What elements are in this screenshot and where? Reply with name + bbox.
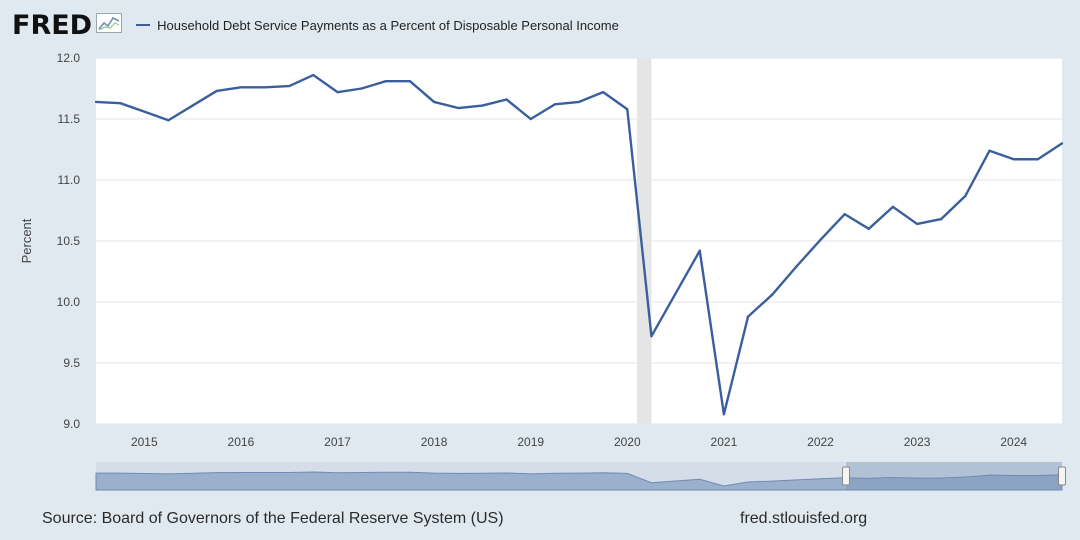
data-point <box>143 110 146 113</box>
data-point <box>1036 158 1040 161</box>
data-point <box>553 103 557 106</box>
source-text: Source: Board of Governors of the Federa… <box>42 510 504 527</box>
x-tick-label: 2016 <box>228 435 255 449</box>
x-axis-ticks: 2015 2016 2017 2018 2019 2020 2021 2022 2023 2024 <box>131 435 1027 449</box>
data-point <box>167 119 170 122</box>
data-point <box>867 227 870 230</box>
x-tick-label: 2021 <box>711 435 738 449</box>
range-navigator[interactable] <box>95 462 1066 491</box>
data-point <box>771 293 774 296</box>
data-point <box>360 87 363 90</box>
data-point <box>384 79 387 83</box>
y-tick-label: 10.0 <box>57 295 81 309</box>
navigator-selection <box>846 462 1062 490</box>
x-tick-label: 2024 <box>1000 435 1027 449</box>
x-tick-label: 2015 <box>131 435 158 449</box>
series-group <box>94 73 1064 416</box>
data-point <box>288 84 291 88</box>
chart-header: FRED Household Debt Service Payments as … <box>12 8 619 42</box>
data-point <box>601 90 605 94</box>
y-axis-label: Percent <box>19 218 34 263</box>
grid-lines <box>96 57 1062 425</box>
x-tick-label: 2019 <box>517 435 544 449</box>
line-chart: 9.09.510.010.511.011.512.0 2015 2016 2017 2… <box>19 51 1066 491</box>
y-tick-label: 11.5 <box>58 112 81 126</box>
navigator-handle[interactable] <box>842 466 850 486</box>
data-point <box>988 149 991 152</box>
data-point <box>239 86 243 89</box>
data-point <box>215 89 218 93</box>
legend-label: Household Debt Service Payments as a Per… <box>157 17 619 33</box>
data-point <box>577 100 581 104</box>
y-tick-label: 9.5 <box>63 356 80 370</box>
data-point <box>191 104 194 107</box>
line-chart-icon <box>96 12 123 38</box>
x-tick-label: 2018 <box>421 435 448 449</box>
y-tick-label: 12.0 <box>57 51 81 65</box>
data-point <box>843 212 846 216</box>
data-point <box>118 101 122 105</box>
x-tick-label: 2023 <box>904 435 931 449</box>
y-axis-ticks: 9.0 9.5 10.0 10.5 11.0 11.5 12.0 <box>57 51 81 431</box>
x-tick-label: 2022 <box>807 435 834 449</box>
data-point <box>1060 142 1064 145</box>
y-tick-label: 11.0 <box>58 173 81 187</box>
data-point <box>915 222 919 226</box>
data-point <box>722 413 726 416</box>
data-point <box>891 205 895 209</box>
x-tick-label: 2017 <box>324 435 351 449</box>
y-tick-label: 10.5 <box>57 234 81 248</box>
data-point <box>263 86 267 89</box>
data-point <box>746 315 750 318</box>
data-point <box>312 73 315 77</box>
x-tick-label: 2020 <box>614 435 641 449</box>
data-point <box>505 98 508 101</box>
chart-legend[interactable]: Household Debt Service Payments as a Per… <box>136 18 619 33</box>
data-point <box>698 249 701 252</box>
data-point <box>336 90 339 94</box>
y-tick-label: 9.0 <box>63 417 80 431</box>
data-point <box>674 292 677 295</box>
data-point <box>481 104 484 107</box>
data-point <box>795 265 798 268</box>
data-point <box>819 238 822 241</box>
data-point <box>529 117 532 121</box>
navigator-series-area <box>95 471 1063 491</box>
data-point <box>457 106 460 110</box>
legend-swatch <box>136 24 151 26</box>
data-point <box>1012 158 1015 161</box>
navigator-handle[interactable] <box>1058 466 1066 486</box>
data-point <box>964 194 967 198</box>
data-point <box>408 79 412 83</box>
fred-logo[interactable]: FRED <box>12 9 93 41</box>
data-point <box>432 100 436 104</box>
source-url[interactable]: fred.stlouisfed.org <box>740 510 868 527</box>
data-point <box>940 217 943 221</box>
data-point <box>626 108 629 111</box>
data-point <box>650 334 653 338</box>
data-point <box>94 100 98 104</box>
